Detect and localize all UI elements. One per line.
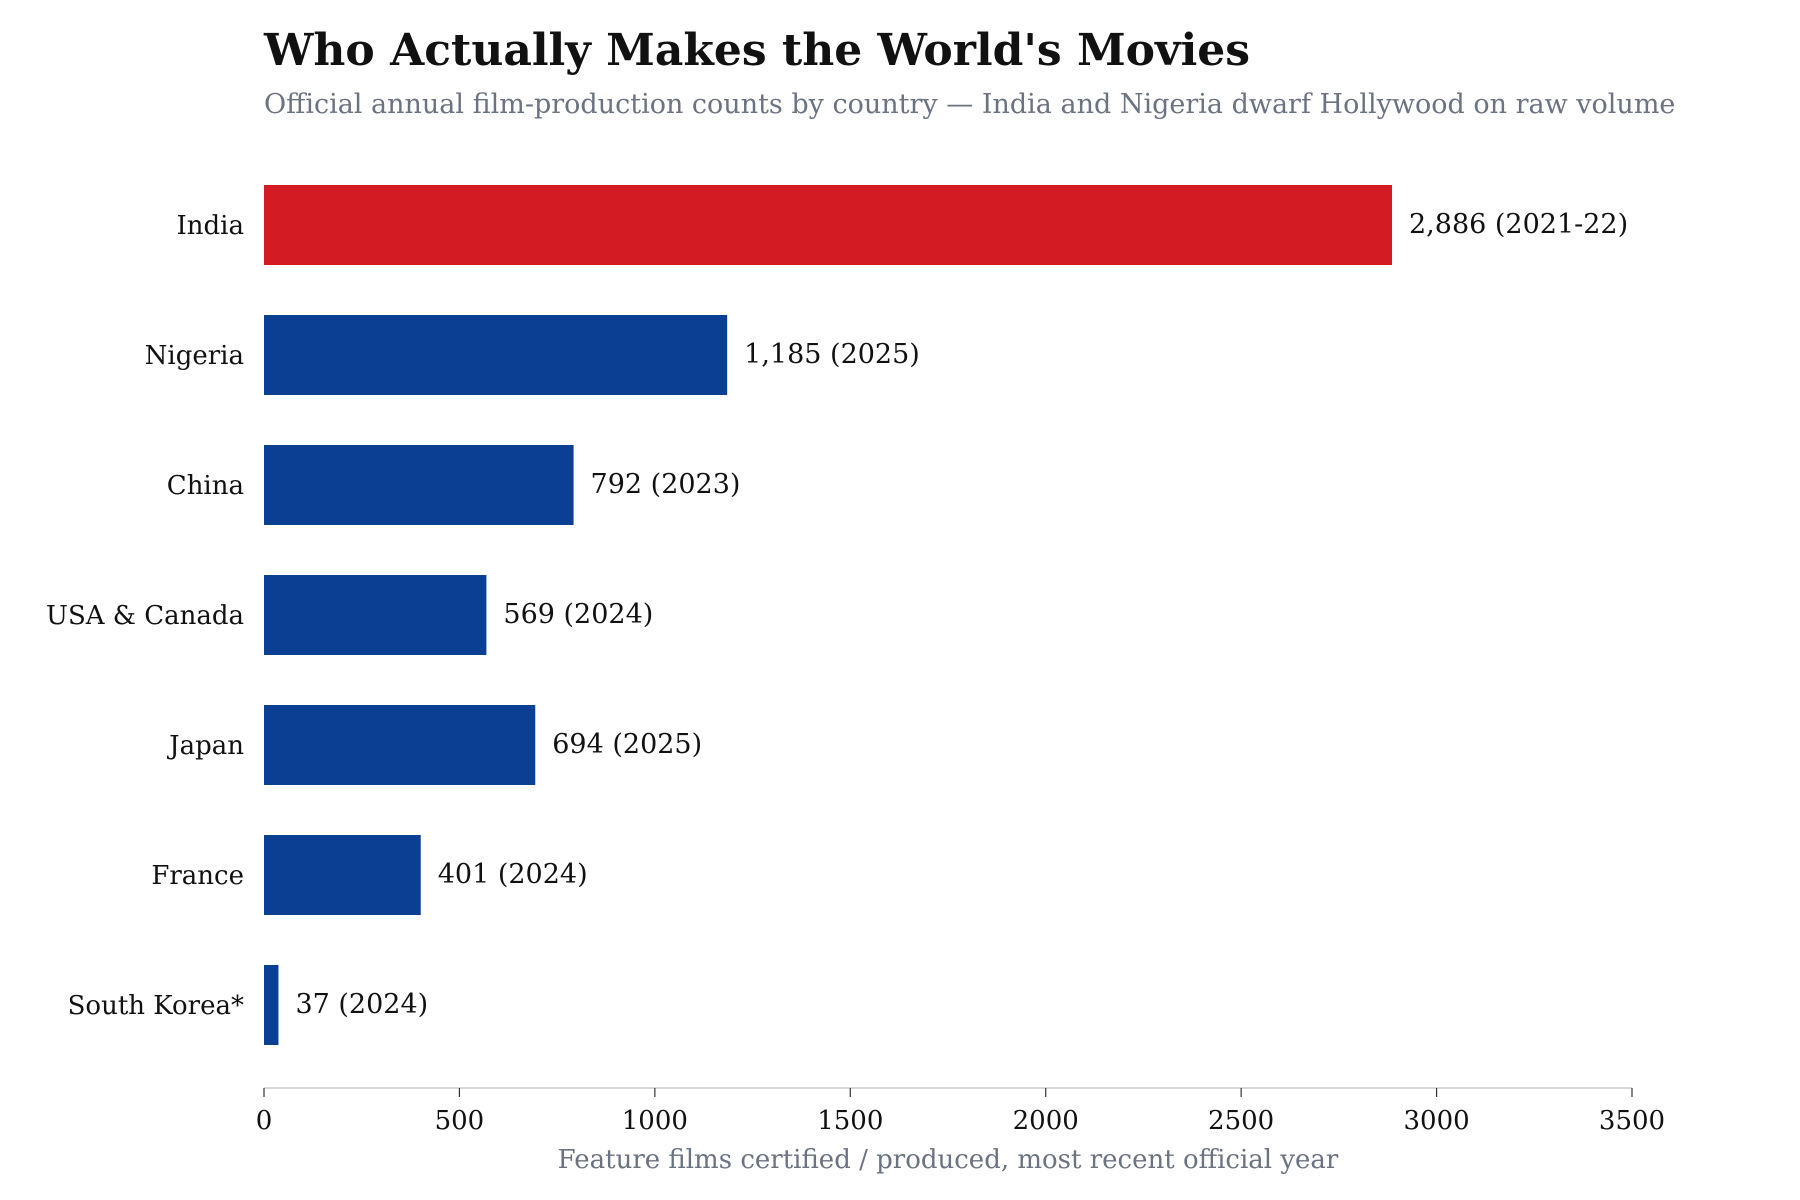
x-tick-label: 3500 <box>1599 1106 1665 1136</box>
category-label-usa-canada: USA & Canada <box>46 601 244 631</box>
data-label-france: 401 (2024) <box>438 859 588 890</box>
category-label-nigeria: Nigeria <box>145 341 244 371</box>
bars-layer <box>264 185 1393 1045</box>
category-label-india: India <box>177 211 244 241</box>
x-tick-label: 1000 <box>622 1106 688 1136</box>
data-label-usa-canada: 569 (2024) <box>503 599 653 630</box>
x-tick-label: 2500 <box>1208 1106 1274 1136</box>
chart-subtitle: Official annual film-production counts b… <box>264 89 1675 120</box>
bar-nigeria <box>264 315 728 395</box>
data-label-nigeria: 1,185 (2025) <box>744 339 920 370</box>
data-label-south-korea: 37 (2024) <box>295 989 428 1020</box>
chart-title: Who Actually Makes the World's Movies <box>263 25 1250 76</box>
bar-south-korea <box>264 965 279 1045</box>
x-tick-label: 500 <box>435 1106 485 1136</box>
bar-china <box>264 445 574 525</box>
bar-usa-canada <box>264 575 487 655</box>
x-tick-label: 1500 <box>817 1106 883 1136</box>
bar-india <box>264 185 1393 265</box>
category-label-south-korea: South Korea* <box>68 991 244 1021</box>
x-tick-label: 0 <box>256 1106 273 1136</box>
category-label-france: France <box>151 861 244 891</box>
x-tick-label: 3000 <box>1403 1106 1469 1136</box>
category-label-china: China <box>167 471 244 501</box>
data-label-india: 2,886 (2021-22) <box>1409 209 1628 240</box>
x-axis-title: Feature films certified / produced, most… <box>558 1145 1339 1175</box>
x-tick-label: 2000 <box>1013 1106 1079 1136</box>
bar-france <box>264 835 421 915</box>
data-label-japan: 694 (2025) <box>552 729 702 760</box>
category-label-japan: Japan <box>166 731 244 761</box>
labels-layer: India 2,886 (2021-22) Nigeria 1,185 (2025) C… <box>46 209 1628 1021</box>
x-axis: 0 500 1000 1500 2000 2500 3000 3500 <box>256 1087 1665 1136</box>
bar-japan <box>264 705 536 785</box>
data-label-china: 792 (2023) <box>591 469 741 500</box>
